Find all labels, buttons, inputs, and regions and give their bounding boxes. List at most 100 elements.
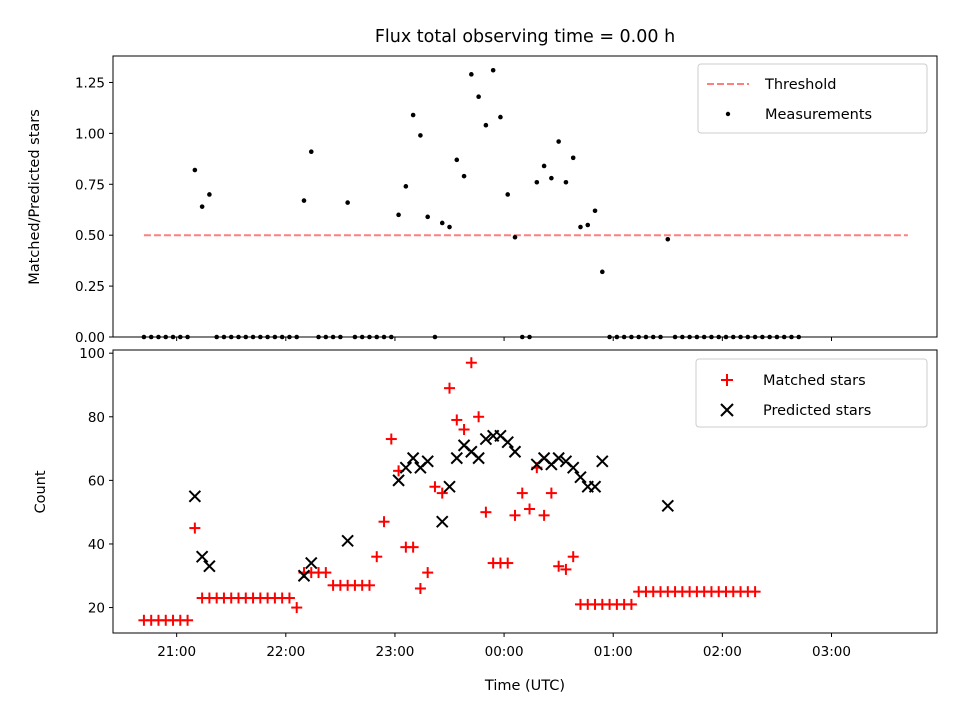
count-x-ticks: 21:00 22:00 23:00 00:00 01:00 02:00 03:00: [157, 633, 851, 660]
predicted-star-point: [305, 556, 318, 570]
count-y-tick-label: 80: [88, 410, 105, 426]
ratio-legend: Threshold Measurements: [697, 63, 928, 134]
measurement-point: [600, 269, 605, 275]
measurement-point: [556, 139, 561, 144]
matched-star-point: [545, 487, 557, 499]
measurement-point: [207, 192, 212, 197]
matched-star-point: [567, 551, 579, 563]
legend-measurements-label: Measurements: [765, 107, 872, 123]
count-y-axis-label: Count: [33, 470, 49, 513]
ratio-y-ticks: 0.00 0.25 0.50 0.75 1.00 1.25: [75, 75, 113, 346]
measurement-point: [396, 212, 401, 218]
measurement-point: [301, 198, 307, 203]
count-y-ticks: 20 40 60 80 100: [79, 346, 113, 617]
predicted-star-point: [297, 569, 311, 582]
measurement-point: [512, 234, 518, 240]
ratio-y-axis-label: Matched/Predicted stars: [27, 109, 43, 285]
matched-star-point: [371, 551, 383, 563]
ratio-plot-frame: [112, 55, 938, 338]
matched-star-point: [560, 563, 572, 575]
legend-threshold-label: Threshold: [764, 77, 836, 93]
matched-star-point: [414, 582, 426, 594]
predicted-star-point: [341, 534, 354, 547]
matched-star-point: [458, 423, 470, 435]
predicted-star-point: [203, 560, 216, 573]
count-chart: 20 40 60 80 100 21:00 22:00 23:00 00:00 01:00 02:…: [33, 346, 938, 694]
ratio-x-tick-marks: [176, 337, 832, 341]
matched-star-point: [189, 522, 201, 534]
matched-star-point: [363, 579, 375, 591]
matched-star-point: [444, 382, 456, 394]
count-legend-box: [695, 358, 928, 428]
measurement-point: [534, 179, 540, 185]
predicted-star-point: [195, 550, 209, 563]
matched-star-point: [625, 598, 637, 610]
measurement-point: [410, 112, 416, 118]
count-legend: Matched stars Predicted stars: [695, 358, 928, 428]
count-x-tick-label: 22:00: [266, 644, 305, 660]
matched-star-point: [480, 506, 492, 518]
measurement-point: [665, 236, 671, 242]
predicted-star-point: [479, 432, 493, 446]
predicted-star-point: [596, 455, 609, 468]
legend-predicted-swatch: [720, 403, 734, 417]
measurement-point: [476, 94, 481, 100]
matched-star-point: [422, 567, 434, 579]
measurement-point: [498, 114, 503, 120]
count-y-tick-label: 60: [88, 473, 105, 489]
matched-star-point: [502, 557, 514, 569]
measurement-point: [418, 133, 423, 138]
count-y-tick-label: 40: [88, 537, 105, 553]
matched-star-point: [291, 602, 303, 614]
count-x-tick-label: 23:00: [375, 644, 414, 660]
count-x-tick-label: 03:00: [812, 644, 851, 660]
matched-star-point: [429, 481, 441, 493]
measurement-point: [199, 204, 205, 209]
measurement-points: [141, 67, 802, 340]
predicted-star-point: [399, 461, 413, 474]
matched-star-point: [320, 567, 332, 579]
matched-star-point: [473, 411, 485, 423]
predicted-star-point: [421, 455, 434, 468]
legend-matched-label: Matched stars: [763, 373, 866, 389]
ratio-y-tick-label: 0.50: [75, 228, 105, 244]
matched-star-point: [385, 433, 397, 445]
count-x-tick-label: 02:00: [703, 644, 742, 660]
matched-star-point: [465, 357, 477, 369]
count-y-tick-label: 20: [88, 601, 105, 617]
predicted-star-point: [436, 515, 449, 528]
measurement-point: [563, 179, 569, 185]
predicted-star-point: [450, 451, 463, 465]
matched-star-point: [509, 509, 521, 521]
ratio-y-tick-label: 1.00: [75, 126, 105, 142]
ratio-y-tick-label: 0.25: [75, 279, 105, 295]
count-y-tick-label: 100: [79, 346, 105, 362]
measurement-point: [549, 175, 554, 181]
measurement-point: [570, 155, 576, 161]
measurement-point: [461, 173, 467, 179]
predicted-star-point: [501, 436, 514, 449]
predicted-star-point: [566, 461, 580, 474]
predicted-star-point: [406, 451, 420, 465]
matched-star-point: [283, 592, 295, 604]
measurement-point: [505, 192, 511, 197]
ratio-chart: Flux total observing time = 0.00 h 0.000…: [27, 27, 938, 346]
predicted-star-point: [552, 451, 565, 465]
predicted-star-point: [661, 499, 674, 513]
count-x-tick-label: 00:00: [485, 644, 524, 660]
predicted-star-point: [574, 470, 587, 484]
matched-star-point: [553, 560, 565, 572]
x-axis-label: Time (UTC): [484, 678, 565, 694]
predicted-star-point: [472, 451, 485, 465]
count-x-tick-label: 01:00: [594, 644, 633, 660]
measurement-point: [585, 222, 591, 228]
predicted-stars-points: [188, 429, 674, 582]
matched-star-point: [182, 614, 194, 626]
matched-star-point: [749, 586, 761, 598]
measurement-point: [454, 157, 460, 163]
ratio-y-tick-label: 1.25: [75, 75, 105, 91]
matched-star-point: [524, 503, 536, 515]
predicted-star-point: [392, 474, 405, 487]
ratio-y-tick-label: 0.75: [75, 177, 105, 193]
measurement-point: [447, 224, 452, 230]
